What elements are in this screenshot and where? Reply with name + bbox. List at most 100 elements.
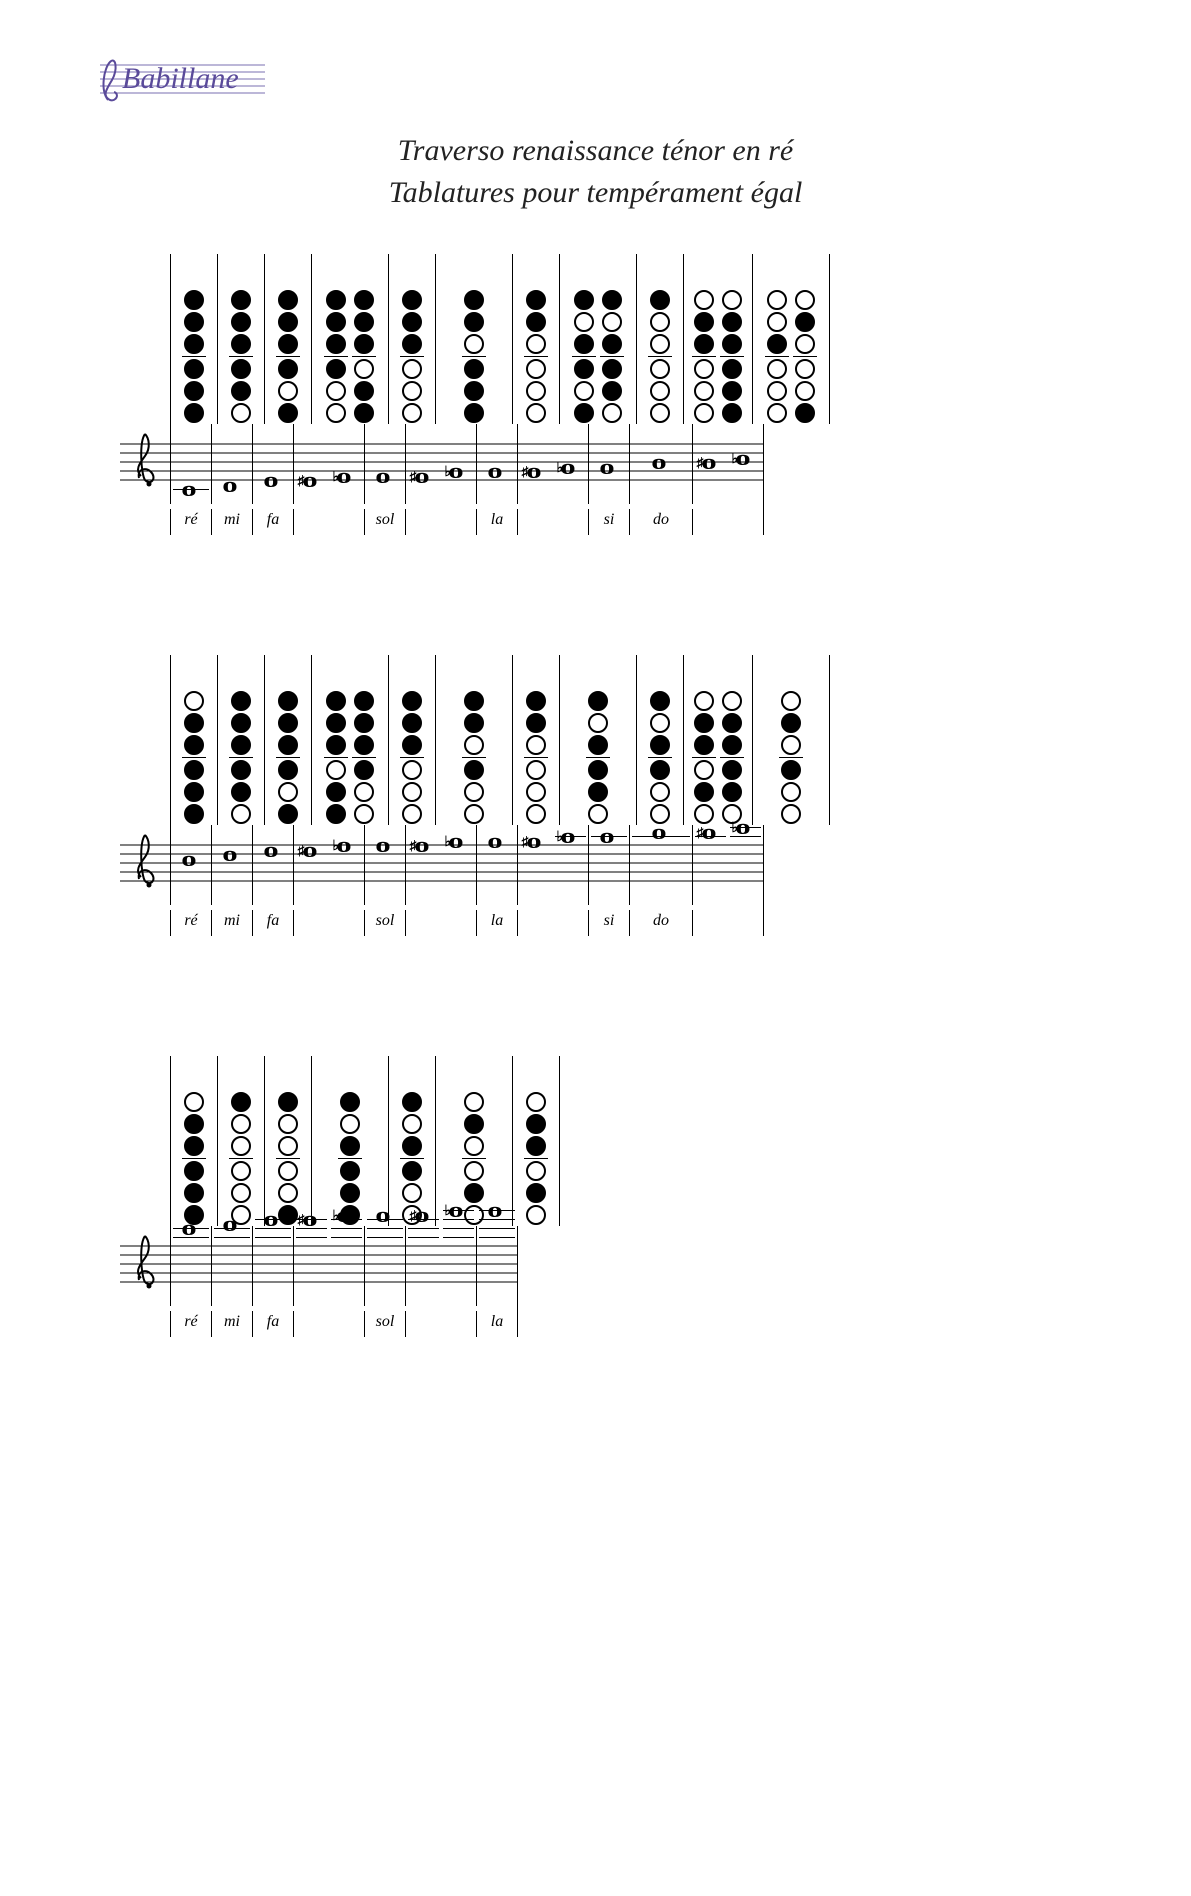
hole-5 xyxy=(464,403,484,423)
hole-3 xyxy=(588,760,608,780)
hole-separator xyxy=(793,356,817,357)
hole-separator xyxy=(648,757,672,758)
note-glyph: o xyxy=(489,460,498,482)
note-unit: o xyxy=(589,825,629,905)
hole-0 xyxy=(184,290,204,310)
hole-0 xyxy=(354,691,374,711)
hole-separator xyxy=(524,1158,548,1159)
hole-4 xyxy=(526,1183,546,1203)
hole-1 xyxy=(602,312,622,332)
hole-5 xyxy=(231,403,251,423)
staff-cell: ♯o♭o xyxy=(293,825,364,905)
hole-separator xyxy=(276,757,300,758)
hole-5 xyxy=(650,403,670,423)
note-label xyxy=(692,910,763,936)
fingering-column xyxy=(311,655,388,825)
note-unit: o xyxy=(589,424,629,504)
hole-separator xyxy=(182,757,206,758)
hole-5 xyxy=(694,403,714,423)
hole-4 xyxy=(694,782,714,802)
fingering-stack xyxy=(646,686,674,825)
hole-1 xyxy=(464,1114,484,1134)
hole-3 xyxy=(464,359,484,379)
fingering-column xyxy=(388,1056,435,1226)
fingering-stack xyxy=(227,686,255,825)
staff-cell: ♯o♭o xyxy=(405,825,476,905)
hole-5 xyxy=(588,804,608,824)
note-unit: o xyxy=(630,825,692,905)
fingering-column xyxy=(559,655,636,825)
note-unit: ♭o xyxy=(329,424,364,504)
fingering-stack xyxy=(180,686,208,825)
hole-0 xyxy=(402,1092,422,1112)
hole-2 xyxy=(326,735,346,755)
note-glyph: ♯o xyxy=(410,465,425,487)
hole-separator xyxy=(400,356,424,357)
fingering-column xyxy=(264,254,311,424)
fingering-stack xyxy=(350,686,378,825)
fingering-stack xyxy=(227,1087,255,1226)
note-glyph: ♯o xyxy=(697,821,712,843)
hole-4 xyxy=(464,381,484,401)
hole-3 xyxy=(722,359,742,379)
note-label: do xyxy=(629,910,692,936)
hole-separator xyxy=(648,356,672,357)
hole-3 xyxy=(184,359,204,379)
hole-separator xyxy=(462,1158,486,1159)
hole-separator xyxy=(600,356,624,357)
hole-0 xyxy=(722,691,742,711)
staff-cell: o xyxy=(252,424,293,504)
note-glyph: ♯o xyxy=(298,839,313,861)
fingering-stack xyxy=(180,1087,208,1226)
hole-4 xyxy=(574,381,594,401)
logo: Babillane xyxy=(80,50,1111,110)
hole-3 xyxy=(326,760,346,780)
hole-0 xyxy=(795,290,815,310)
clef-cell xyxy=(120,825,170,910)
note-glyph: o xyxy=(601,825,610,847)
fingering-column xyxy=(752,254,829,424)
hole-0 xyxy=(231,1092,251,1112)
note-glyph: o xyxy=(183,478,192,500)
hole-0 xyxy=(526,1092,546,1112)
hole-separator xyxy=(462,757,486,758)
fingering-stack xyxy=(584,686,612,825)
hole-5 xyxy=(354,403,374,423)
hole-1 xyxy=(464,713,484,733)
hole-2 xyxy=(795,334,815,354)
fingering-column xyxy=(559,254,636,424)
hole-4 xyxy=(722,381,742,401)
hole-2 xyxy=(354,334,374,354)
note-unit: ♯o xyxy=(518,424,553,504)
note-label xyxy=(293,509,364,535)
fingering-column xyxy=(388,254,435,424)
note-label: la xyxy=(476,910,517,936)
hole-2 xyxy=(184,1136,204,1156)
hole-2 xyxy=(231,1136,251,1156)
fingering-stack xyxy=(791,285,819,424)
note-label: do xyxy=(629,509,692,535)
note-unit: ♭o xyxy=(728,424,763,504)
hole-5 xyxy=(278,804,298,824)
hole-1 xyxy=(231,312,251,332)
hole-5 xyxy=(184,403,204,423)
note-glyph: ♭o xyxy=(445,830,460,852)
hole-2 xyxy=(340,1136,360,1156)
hole-4 xyxy=(526,381,546,401)
fingerings-row xyxy=(170,655,830,825)
hole-4 xyxy=(464,1183,484,1203)
note-glyph: ♭o xyxy=(333,1204,348,1226)
note-label: fa xyxy=(252,910,293,936)
fingering-stack xyxy=(522,285,550,424)
title-line-1: Traverso renaissance ténor en ré xyxy=(80,130,1111,172)
fingering-stack xyxy=(598,285,626,424)
note-glyph: o xyxy=(224,843,233,865)
hole-4 xyxy=(278,1183,298,1203)
hole-3 xyxy=(795,359,815,379)
hole-5 xyxy=(767,403,787,423)
hole-2 xyxy=(650,334,670,354)
note-glyph: ♯o xyxy=(697,451,712,473)
note-label: sol xyxy=(364,1311,405,1337)
hole-3 xyxy=(767,359,787,379)
hole-5 xyxy=(231,804,251,824)
